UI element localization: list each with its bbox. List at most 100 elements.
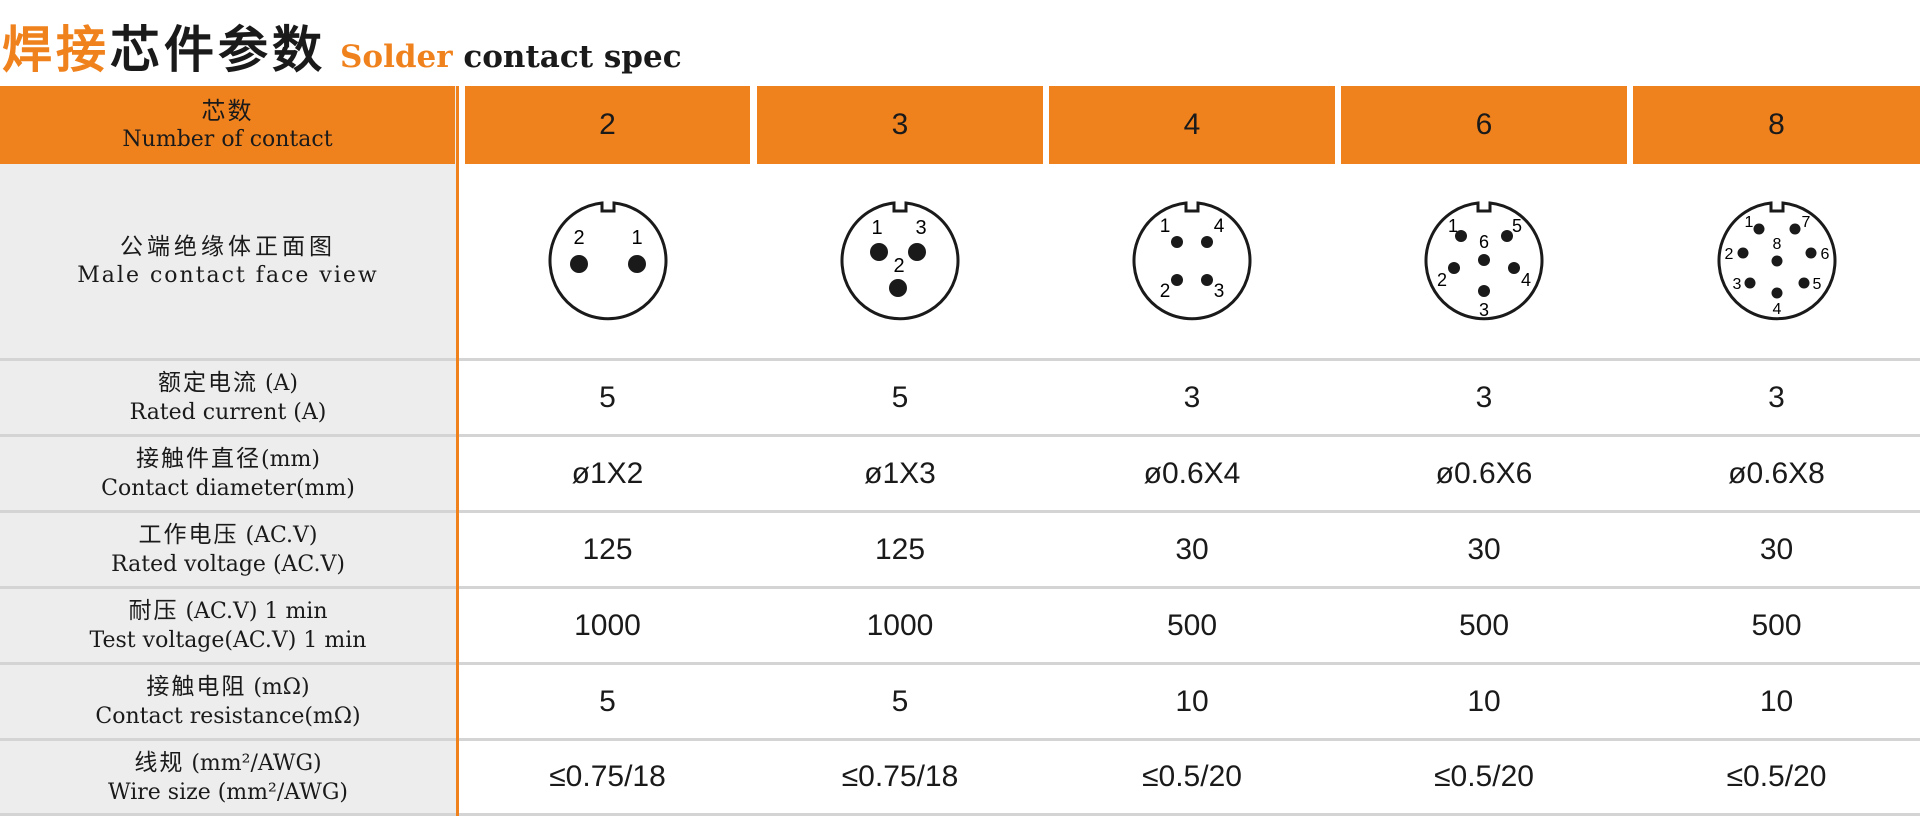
header-cell-contacts: 2	[465, 86, 750, 164]
table-row-contact-diameter: 接触件直径(mm) Contact diameter(mm) ø1X2 ø1X3…	[0, 434, 1920, 510]
connector-face-icon: 1 7 2 8 6 3 5 4	[1717, 201, 1836, 321]
table-cell: 30	[1175, 532, 1209, 566]
face-view-label-cn: 公端绝缘体正面图	[120, 234, 336, 260]
pin-label: 7	[1801, 214, 1810, 231]
table-header-row: 芯数 Number of contact 2 3 4 6 8	[0, 86, 1920, 164]
pin-label: 3	[1732, 276, 1741, 293]
contact-pin	[1744, 277, 1755, 289]
table-row-contact-resistance: 接触电阻 (mΩ) Contact resistance(mΩ) 5 5 10 …	[0, 662, 1920, 738]
table-row-test-voltage: 耐压 (AC.V) 1 min Test voltage(AC.V) 1 min…	[0, 586, 1920, 662]
pin-label: 4	[1214, 216, 1225, 237]
contact-pin	[627, 255, 646, 273]
contact-pin	[1501, 230, 1513, 242]
contact-pin	[889, 279, 907, 297]
label-column-background	[0, 86, 458, 816]
header-cell-contacts: 3	[757, 86, 1043, 164]
header-cell-contacts: 4	[1049, 86, 1335, 164]
row-label: 额定电流 (A) Rated current (A)	[129, 370, 327, 425]
connector-face-icon: 1 3 2	[840, 201, 960, 321]
face-diagram-8-contact: 1 7 2 8 6 3 5 4	[1633, 164, 1920, 358]
pin-label: 6	[1479, 232, 1489, 252]
table-cell: 5	[599, 380, 616, 414]
table-cell: 5	[891, 380, 909, 414]
contact-pin	[1798, 277, 1809, 289]
table-cell: 3	[1183, 380, 1201, 414]
contact-pin	[1771, 255, 1782, 267]
table-cell: 125	[874, 532, 926, 566]
table-cell: 5	[599, 684, 616, 718]
table-cell: 500	[1458, 608, 1510, 642]
contact-pin	[1805, 247, 1816, 259]
pin-label: 3	[1479, 300, 1489, 320]
table-cell: 10	[1467, 684, 1501, 718]
table-cell: ≤0.75/18	[841, 760, 959, 793]
table-cell: ø1X2	[571, 456, 644, 490]
table-cell: ≤0.75/18	[549, 760, 666, 793]
title-chinese: 焊接芯件参数	[2, 21, 326, 79]
table-cell: ≤0.5/20	[1726, 760, 1827, 793]
table-cell: ø1X3	[864, 456, 936, 490]
header-label-en: Number of contact	[122, 127, 333, 152]
connector-face-icon: 1 6 5 2 4 3	[1424, 201, 1544, 321]
contact-pin	[1478, 285, 1490, 297]
table-cell: 125	[582, 532, 633, 566]
pin-label: 8	[1772, 236, 1781, 253]
page-title: 焊接芯件参数 Solder contact spec	[2, 10, 682, 80]
pin-label: 1	[1448, 216, 1458, 236]
pin-label: 5	[1812, 276, 1821, 293]
row-label: 工作电压 (AC.V) Rated voltage (AC.V)	[111, 522, 345, 577]
table-cell: ø0.6X8	[1728, 456, 1825, 490]
header-label-cn: 芯数	[201, 97, 254, 125]
header-cell-contacts: 8	[1633, 86, 1920, 164]
face-view-row: 公端绝缘体正面图 Male contact face view 2 1 1 3 …	[0, 164, 1920, 358]
table-row-wire-size: 线规 (mm²/AWG) Wire size (mm²/AWG) ≤0.75/1…	[0, 738, 1920, 816]
table-cell: 10	[1759, 684, 1794, 718]
contact-pin	[1789, 223, 1800, 235]
connector-face-icon: 2 1	[548, 201, 667, 321]
pin-label: 2	[1724, 246, 1733, 263]
row-label: 耐压 (AC.V) 1 min Test voltage(AC.V) 1 min	[89, 598, 367, 653]
row-label: 接触件直径(mm) Contact diameter(mm)	[101, 446, 355, 501]
contact-pin	[1171, 236, 1183, 248]
face-view-label-en: Male contact face view	[77, 263, 379, 288]
table-cell: ø0.6X6	[1435, 456, 1533, 490]
pin-label: 1	[631, 227, 642, 249]
table-cell: 3	[1768, 380, 1785, 414]
table-cell: 5	[891, 684, 909, 718]
table-cell: 3	[1475, 380, 1493, 414]
pin-label: 5	[1512, 216, 1522, 236]
contact-pin	[908, 243, 926, 261]
table-cell: 30	[1467, 532, 1501, 566]
title-english: Solder contact spec	[340, 39, 682, 75]
pin-label: 3	[1214, 281, 1225, 302]
table-cell: 1000	[574, 608, 641, 642]
table-cell: 30	[1759, 532, 1794, 566]
header-cell-contacts: 6	[1341, 86, 1627, 164]
pin-label: 6	[1820, 246, 1829, 263]
spec-table: 芯数 Number of contact 2 3 4 6 8 公端绝缘体正面图 …	[0, 86, 1920, 816]
pin-label: 3	[915, 217, 926, 239]
contact-pin	[1171, 274, 1183, 286]
contact-pin	[1478, 254, 1490, 266]
row-label: 接触电阻 (mΩ) Contact resistance(mΩ)	[95, 674, 361, 729]
contact-pin	[1201, 236, 1213, 248]
table-row-rated-voltage: 工作电压 (AC.V) Rated voltage (AC.V) 125 125…	[0, 510, 1920, 586]
face-diagram-4-contact: 1 4 2 3	[1049, 164, 1335, 358]
contact-pin	[1201, 274, 1213, 286]
table-cell: 10	[1175, 684, 1209, 718]
table-cell: ≤0.5/20	[1142, 760, 1242, 793]
pin-label: 1	[1160, 216, 1171, 237]
table-cell: ≤0.5/20	[1434, 760, 1534, 793]
pin-label: 2	[1160, 281, 1171, 302]
contact-pin	[1508, 262, 1520, 274]
contact-pin	[569, 255, 588, 273]
pin-label: 4	[1521, 270, 1531, 290]
face-view-label: 公端绝缘体正面图 Male contact face view	[0, 164, 456, 358]
table-cell: 1000	[866, 608, 934, 642]
face-diagram-2-contact: 2 1	[465, 164, 750, 358]
pin-label: 2	[573, 227, 584, 249]
pin-label: 2	[1437, 270, 1447, 290]
table-cell: 500	[1751, 608, 1802, 642]
label-column-divider	[456, 86, 459, 816]
contact-pin	[1448, 262, 1460, 274]
